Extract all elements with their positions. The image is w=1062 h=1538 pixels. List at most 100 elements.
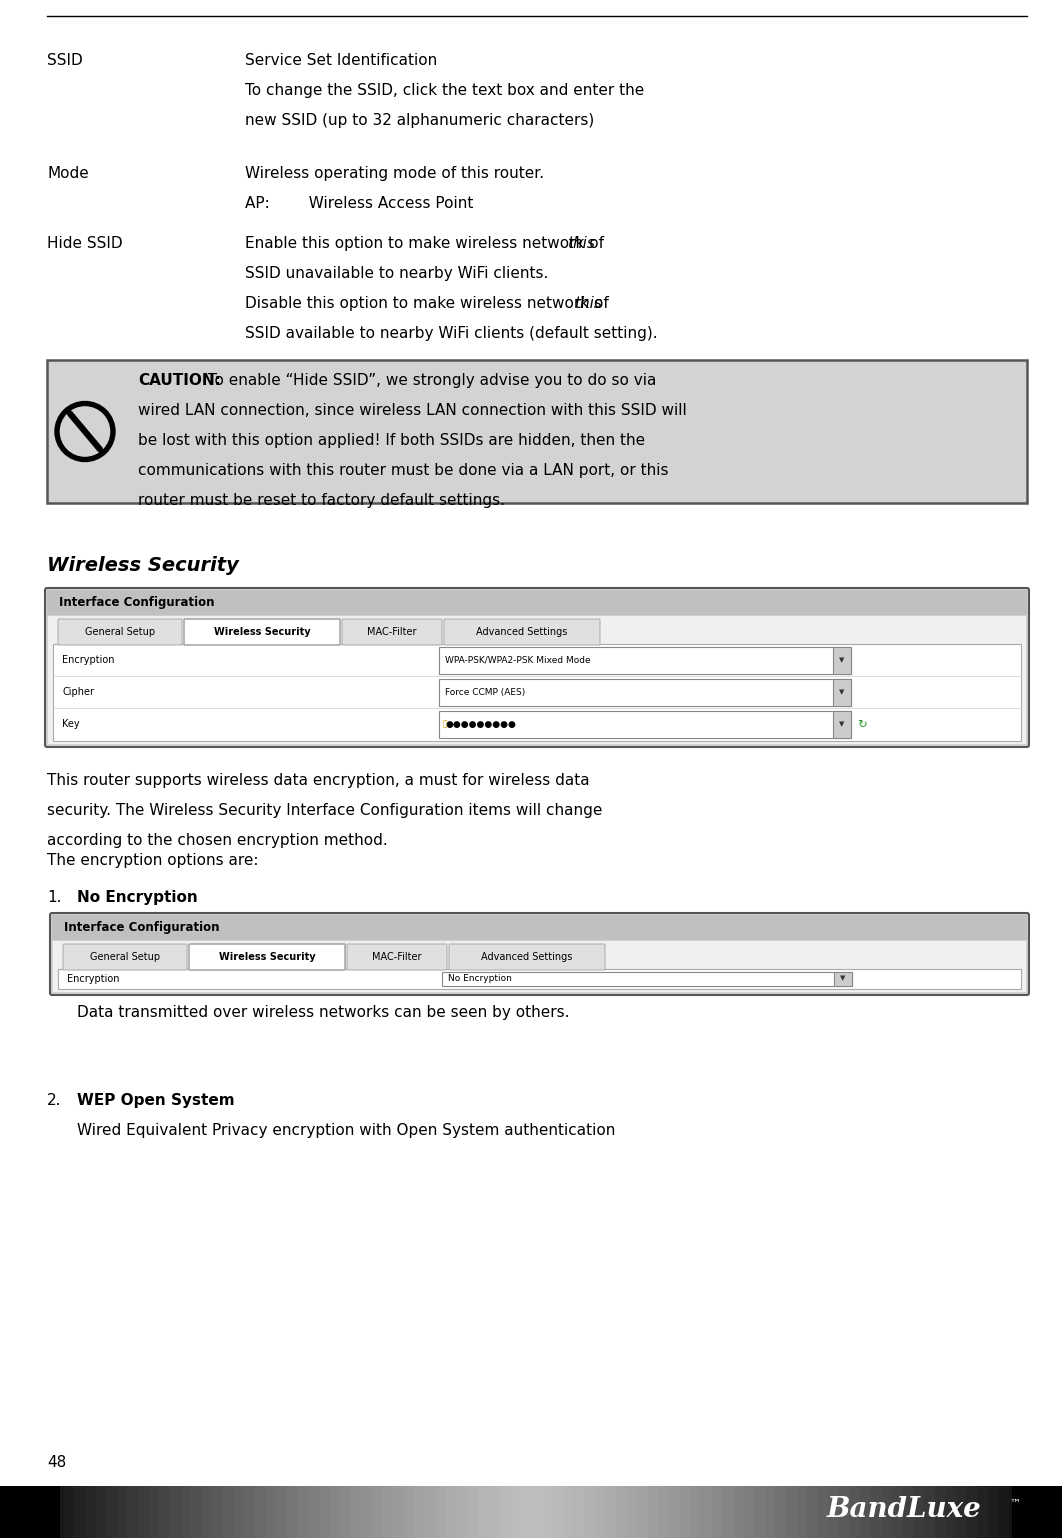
Text: Wireless operating mode of this router.: Wireless operating mode of this router. — [245, 166, 544, 181]
Bar — [1041, 1486, 1051, 1538]
FancyBboxPatch shape — [439, 711, 851, 738]
Bar — [1051, 1486, 1062, 1538]
FancyBboxPatch shape — [347, 944, 447, 970]
FancyBboxPatch shape — [342, 618, 442, 644]
Bar — [1009, 1486, 1020, 1538]
Bar — [340, 1486, 350, 1538]
Text: security. The Wireless Security Interface Configuration items will change: security. The Wireless Security Interfac… — [47, 803, 602, 818]
Text: The encryption options are:: The encryption options are: — [47, 854, 258, 867]
Bar — [223, 1486, 234, 1538]
Bar — [839, 1486, 850, 1538]
Text: 48: 48 — [47, 1455, 66, 1470]
Bar — [297, 1486, 308, 1538]
Bar — [425, 1486, 435, 1538]
Bar — [414, 1486, 425, 1538]
Bar — [542, 1486, 552, 1538]
Text: Cipher: Cipher — [62, 687, 95, 697]
FancyBboxPatch shape — [48, 617, 1026, 744]
Bar — [287, 1486, 297, 1538]
FancyBboxPatch shape — [53, 941, 1026, 992]
FancyBboxPatch shape — [47, 591, 1027, 615]
FancyBboxPatch shape — [58, 969, 1021, 989]
Text: ●●●●●●●●●: ●●●●●●●●● — [445, 720, 516, 729]
Bar — [616, 1486, 627, 1538]
Bar — [786, 1486, 796, 1538]
Bar — [478, 1486, 489, 1538]
Text: AP:        Wireless Access Point: AP: Wireless Access Point — [245, 195, 474, 211]
Bar — [690, 1486, 701, 1538]
Bar — [573, 1486, 584, 1538]
Text: General Setup: General Setup — [90, 952, 160, 961]
Bar — [74, 1486, 85, 1538]
Text: 1.: 1. — [47, 891, 62, 904]
FancyBboxPatch shape — [52, 915, 1027, 940]
Bar — [1012, 1486, 1062, 1538]
FancyBboxPatch shape — [834, 972, 852, 986]
Bar — [998, 1486, 1009, 1538]
Text: new SSID (up to 32 alphanumeric characters): new SSID (up to 32 alphanumeric characte… — [245, 112, 595, 128]
Bar — [42, 1486, 53, 1538]
Bar — [733, 1486, 743, 1538]
Bar — [138, 1486, 149, 1538]
Text: this: this — [567, 235, 595, 251]
Bar — [701, 1486, 712, 1538]
Bar — [913, 1486, 924, 1538]
Text: Data transmitted over wireless networks can be seen by others.: Data transmitted over wireless networks … — [78, 1004, 569, 1020]
Bar — [966, 1486, 977, 1538]
Text: be lost with this option applied! If both SSIDs are hidden, then the: be lost with this option applied! If bot… — [138, 434, 645, 448]
Text: Advanced Settings: Advanced Settings — [481, 952, 572, 961]
FancyBboxPatch shape — [833, 711, 851, 738]
Text: SSID: SSID — [47, 52, 83, 68]
Bar — [850, 1486, 860, 1538]
Bar — [393, 1486, 404, 1538]
Bar — [85, 1486, 96, 1538]
Text: CAUTION:: CAUTION: — [138, 374, 221, 388]
Text: this: this — [573, 295, 602, 311]
Text: Force CCMP (AES): Force CCMP (AES) — [445, 687, 526, 697]
Bar — [255, 1486, 266, 1538]
Bar — [510, 1486, 520, 1538]
Bar — [329, 1486, 340, 1538]
Text: router must be reset to factory default settings.: router must be reset to factory default … — [138, 494, 506, 508]
Bar — [319, 1486, 329, 1538]
Text: MAC-Filter: MAC-Filter — [373, 952, 422, 961]
Text: ▼: ▼ — [840, 975, 845, 981]
Text: ™: ™ — [1009, 1500, 1021, 1509]
Text: Wireless Security: Wireless Security — [47, 557, 239, 575]
Text: ▼: ▼ — [839, 689, 844, 695]
Bar — [627, 1486, 637, 1538]
FancyBboxPatch shape — [442, 972, 852, 986]
Text: 🔑: 🔑 — [443, 720, 447, 729]
FancyBboxPatch shape — [58, 618, 182, 644]
FancyBboxPatch shape — [439, 678, 851, 706]
FancyBboxPatch shape — [47, 360, 1027, 503]
Bar — [0, 1486, 11, 1538]
Text: wired LAN connection, since wireless LAN connection with this SSID will: wired LAN connection, since wireless LAN… — [138, 403, 687, 418]
Text: General Setup: General Setup — [85, 628, 155, 637]
Bar — [796, 1486, 807, 1538]
FancyBboxPatch shape — [45, 588, 1029, 747]
Bar — [765, 1486, 775, 1538]
Text: ▼: ▼ — [839, 657, 844, 663]
Text: Interface Configuration: Interface Configuration — [64, 921, 220, 934]
Bar — [584, 1486, 595, 1538]
Text: Encryption: Encryption — [67, 974, 120, 983]
Bar — [860, 1486, 871, 1538]
Text: MAC-Filter: MAC-Filter — [367, 628, 416, 637]
Text: Interface Configuration: Interface Configuration — [59, 597, 215, 609]
Bar — [956, 1486, 966, 1538]
Text: To change the SSID, click the text box and enter the: To change the SSID, click the text box a… — [245, 83, 645, 98]
Text: Encryption: Encryption — [62, 655, 115, 664]
Bar — [53, 1486, 64, 1538]
FancyBboxPatch shape — [63, 944, 187, 970]
Bar — [881, 1486, 892, 1538]
Bar — [924, 1486, 935, 1538]
Bar — [382, 1486, 393, 1538]
Bar — [404, 1486, 414, 1538]
Text: according to the chosen encryption method.: according to the chosen encryption metho… — [47, 834, 388, 847]
Bar — [903, 1486, 913, 1538]
Bar — [32, 1486, 42, 1538]
Bar — [308, 1486, 319, 1538]
Bar — [828, 1486, 839, 1538]
Bar — [520, 1486, 531, 1538]
